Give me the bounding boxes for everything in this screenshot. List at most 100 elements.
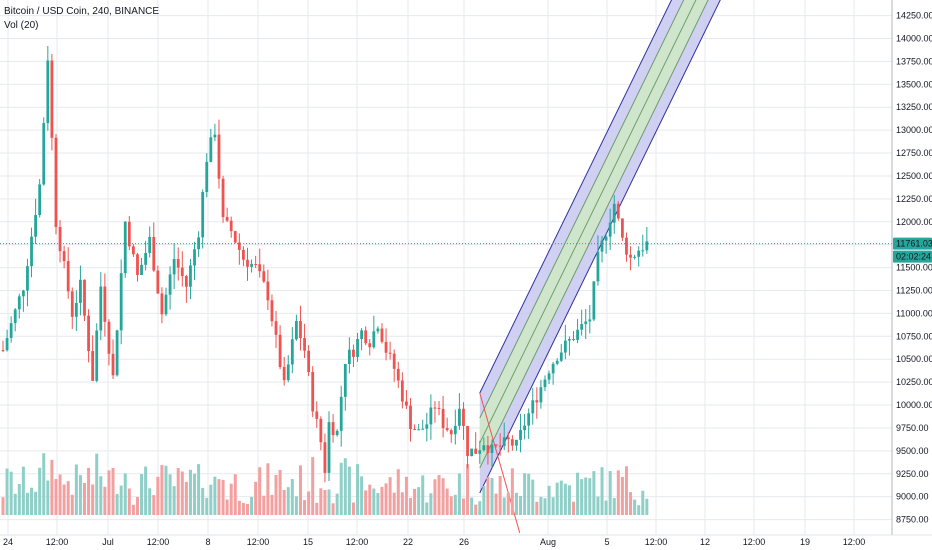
- candle-body: [17, 296, 21, 310]
- candle-body: [376, 328, 380, 332]
- candle-body: [303, 338, 306, 351]
- price-tick-label: 9250.00: [896, 469, 929, 479]
- volume-bar: [201, 487, 205, 515]
- candle-body: [555, 360, 559, 364]
- candle-body: [99, 286, 103, 331]
- volume-bar: [466, 464, 470, 515]
- volume-bars: [1, 453, 649, 515]
- candle-body: [335, 430, 339, 436]
- volume-bar: [356, 464, 360, 515]
- volume-bar: [34, 491, 38, 515]
- candle-body: [1, 350, 5, 352]
- pitchfork-channel[interactable]: [479, 0, 860, 534]
- candle-body: [319, 418, 323, 443]
- time-tick-label: Aug: [540, 537, 556, 547]
- candle-body: [274, 321, 278, 335]
- volume-bar: [17, 483, 21, 515]
- time-tick-label: 8: [205, 537, 210, 547]
- volume-bar: [209, 484, 213, 515]
- volume-bar: [409, 497, 412, 515]
- volume-bar: [453, 494, 457, 515]
- candle-body: [629, 254, 632, 258]
- candle-body: [225, 217, 229, 221]
- candle-body: [107, 321, 111, 354]
- time-tick-label: 26: [459, 537, 469, 547]
- candle-body: [148, 236, 152, 254]
- volume-bar: [9, 471, 13, 515]
- volume-indicator-label[interactable]: Vol (20): [4, 20, 39, 31]
- time-axis[interactable]: 24 12:00 Jul 12:00 8 12:00 15 12:00 22 26 Aug 5 12:0…: [3, 537, 865, 547]
- candle-body: [13, 309, 17, 324]
- candle-body: [352, 349, 355, 357]
- candle-body: [115, 330, 119, 376]
- pitchfork-lines[interactable]: [479, 0, 860, 534]
- candle-body: [568, 338, 571, 341]
- volume-bar: [425, 502, 429, 515]
- volume-bar: [164, 465, 168, 515]
- volume-bar: [604, 500, 608, 515]
- candle-body: [519, 430, 522, 440]
- candle-body: [119, 273, 123, 331]
- volume-bar: [372, 488, 376, 515]
- volume-bar: [266, 463, 270, 515]
- candle-body: [74, 302, 78, 317]
- candle-body: [50, 60, 54, 138]
- candle-body: [462, 408, 465, 427]
- volume-bar: [254, 481, 258, 515]
- volume-bar: [278, 469, 282, 515]
- candle-body: [588, 319, 592, 322]
- candle-body: [584, 321, 588, 325]
- volume-bar: [523, 473, 527, 515]
- volume-bar: [168, 474, 172, 515]
- volume-bar: [303, 500, 307, 515]
- volume-bar: [87, 467, 91, 515]
- volume-bar: [66, 481, 70, 515]
- candle-body: [531, 400, 535, 414]
- price-axis[interactable]: 14250.00 14000.00 13750.00 13500.00 13250.00…: [896, 11, 932, 525]
- price-tick-label: 10250.00: [896, 377, 932, 387]
- pitchfork-line[interactable]: [479, 0, 860, 444]
- volume-bar: [298, 465, 302, 515]
- candle-body: [486, 445, 490, 454]
- candle-body: [343, 363, 347, 397]
- volume-bar: [144, 466, 148, 515]
- price-tick-label: 13750.00: [896, 56, 932, 66]
- volume-bar: [400, 492, 404, 515]
- volume-bar: [576, 472, 580, 515]
- time-tick-label: 24: [3, 537, 13, 547]
- volume-bar: [592, 471, 596, 515]
- pitchfork-line[interactable]: [479, 0, 860, 469]
- candle-body: [217, 134, 221, 179]
- volume-bar: [551, 497, 555, 515]
- price-tick-label: 12500.00: [896, 171, 932, 181]
- candle-body: [621, 218, 624, 238]
- candle-body: [327, 422, 331, 473]
- price-tick-label: 12000.00: [896, 217, 932, 227]
- volume-bar: [152, 495, 156, 515]
- candle-body: [388, 352, 392, 354]
- volume-bar: [433, 479, 437, 515]
- volume-bar: [612, 498, 616, 515]
- volume-bar: [172, 486, 176, 515]
- volume-bar: [567, 485, 571, 515]
- candle-body: [515, 439, 518, 446]
- candle-body: [184, 276, 188, 287]
- candle-body: [42, 123, 46, 185]
- volume-bar: [107, 470, 111, 515]
- pitchfork-line[interactable]: [479, 0, 860, 494]
- candle-body: [246, 259, 249, 267]
- volume-bar: [213, 476, 217, 515]
- candle-body: [413, 429, 416, 431]
- candle-body: [592, 281, 596, 320]
- candle-body: [641, 250, 645, 252]
- pitchfork-line[interactable]: [479, 0, 860, 419]
- volume-bar: [474, 504, 478, 515]
- candle-body: [437, 407, 441, 409]
- volume-bar: [461, 498, 465, 515]
- volume-bar: [13, 493, 17, 515]
- pitchfork-line[interactable]: [479, 0, 860, 394]
- volume-bar: [123, 473, 127, 515]
- candle-body: [38, 184, 42, 216]
- volume-bar: [262, 495, 266, 515]
